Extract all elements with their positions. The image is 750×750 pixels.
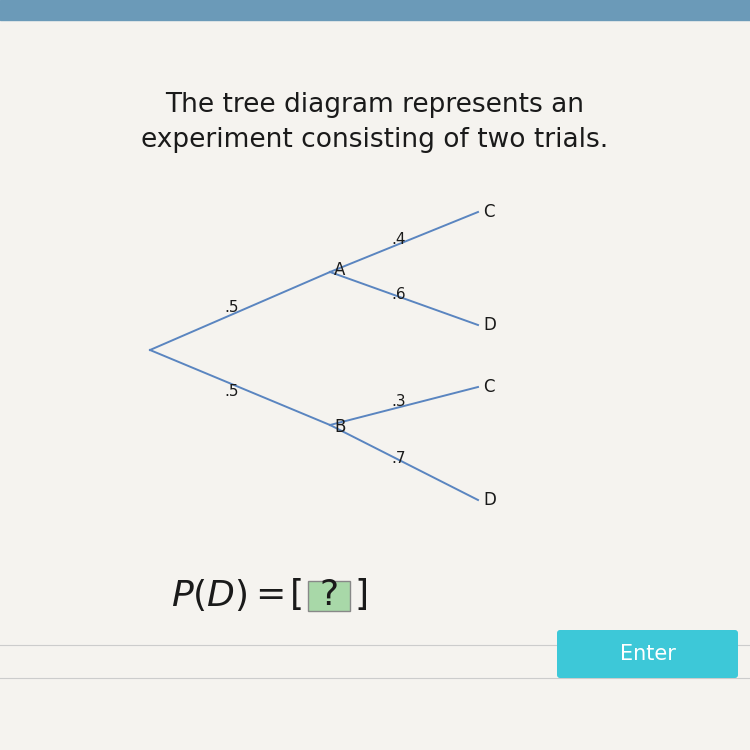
Text: Enter: Enter (620, 644, 676, 664)
Text: experiment consisting of two trials.: experiment consisting of two trials. (141, 127, 609, 153)
Text: [: [ (290, 578, 304, 612)
Text: .7: .7 (392, 451, 406, 466)
Text: A: A (334, 261, 345, 279)
Text: ?: ? (320, 578, 338, 612)
Text: =: = (255, 578, 285, 612)
Text: ]: ] (354, 578, 368, 612)
Text: .4: .4 (392, 232, 406, 248)
Bar (0, 0, 750, 20)
Text: The tree diagram represents an: The tree diagram represents an (166, 92, 584, 118)
Text: C: C (483, 378, 494, 396)
Text: .5: .5 (225, 299, 239, 314)
Text: C: C (483, 203, 494, 221)
Text: D: D (483, 491, 496, 509)
Text: .5: .5 (225, 384, 239, 399)
FancyBboxPatch shape (308, 581, 350, 611)
Text: .6: .6 (392, 287, 406, 302)
FancyBboxPatch shape (557, 630, 738, 678)
Text: $P(D)$: $P(D)$ (172, 577, 248, 613)
Text: B: B (334, 418, 345, 436)
Text: D: D (483, 316, 496, 334)
Text: .3: .3 (392, 394, 406, 410)
